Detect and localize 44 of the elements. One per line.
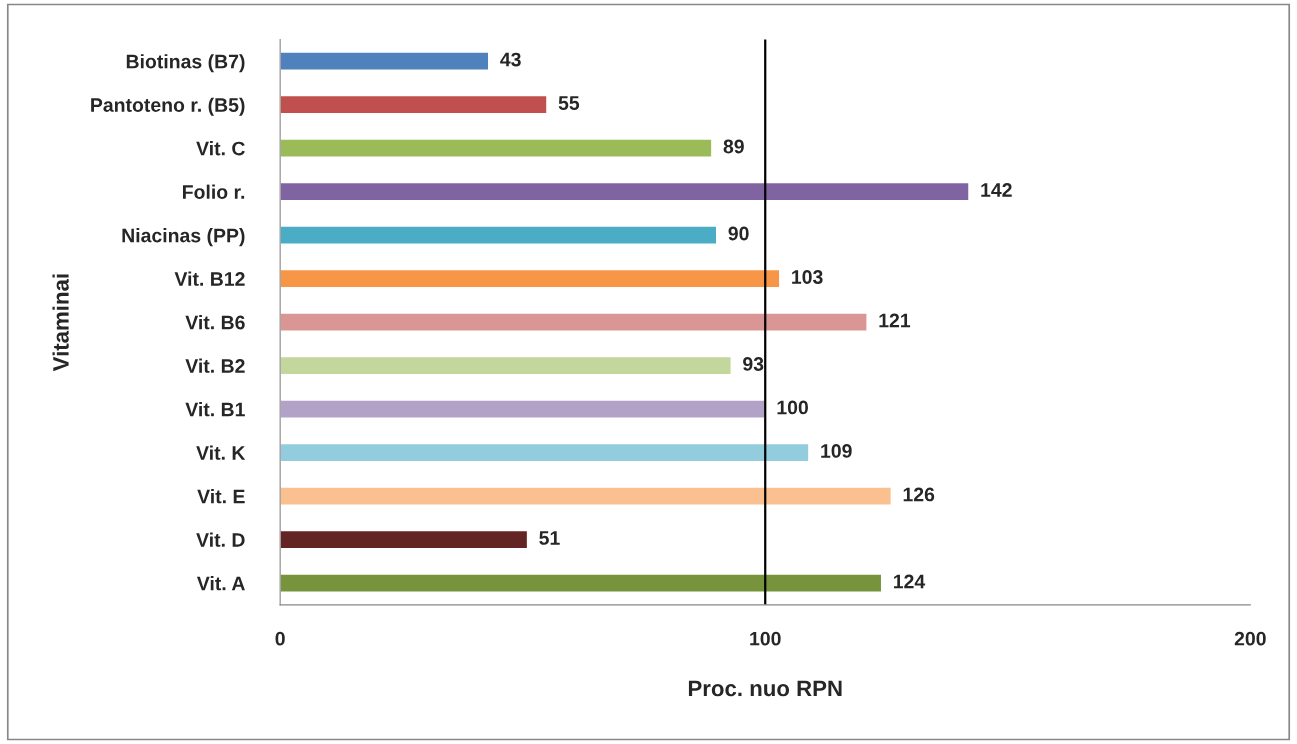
bar (280, 529, 529, 550)
y-tick-label: Vit. B12 (174, 271, 245, 286)
bar (280, 51, 490, 72)
bar (280, 399, 766, 419)
y-tick-label: Folio r. (182, 184, 245, 199)
data-label: 109 (821, 444, 852, 458)
data-label: 51 (539, 531, 560, 545)
bar (280, 225, 718, 245)
x-tick-label: 100 (750, 631, 781, 646)
bar (280, 573, 883, 593)
y-tick-label: Vit. C (196, 141, 245, 156)
data-label: 124 (893, 574, 926, 589)
bar (280, 268, 781, 289)
data-label: 55 (558, 96, 580, 110)
y-tick-label: Vit. B2 (185, 358, 245, 373)
data-label: 142 (981, 183, 1012, 197)
data-label: 126 (903, 487, 935, 502)
data-label: 103 (792, 270, 823, 284)
bar (280, 486, 893, 506)
y-tick-label: Vit. A (196, 576, 245, 591)
y-tick-label: Pantoteno r. (B5) (91, 97, 245, 116)
data-label: 100 (777, 400, 808, 415)
x-axis-title: Proc. nuo RPN (688, 680, 842, 697)
y-axis-title: Vitaminai (52, 274, 69, 372)
data-label: 43 (500, 52, 521, 67)
bar (280, 312, 868, 332)
data-label: 89 (723, 139, 744, 154)
y-tick-label: Biotinas (B7) (126, 54, 245, 73)
bar (280, 442, 810, 463)
y-tick-label: Niacinas (PP) (122, 228, 245, 247)
data-label: 93 (743, 357, 764, 371)
x-tick-label: 0 (275, 631, 285, 646)
data-label: 90 (728, 226, 749, 241)
data-label: 121 (879, 313, 911, 328)
bar (280, 138, 713, 158)
y-tick-label: Vit. E (197, 489, 245, 504)
bar (280, 94, 548, 115)
y-tick-label: Vit. K (196, 445, 246, 460)
x-tick-label: 200 (1234, 631, 1266, 646)
bar (280, 355, 732, 376)
y-tick-label: Vit. D (196, 532, 245, 547)
y-tick-label: Vit. B6 (185, 315, 245, 330)
bar (280, 181, 970, 202)
y-tick-label: Vit. B1 (185, 402, 245, 417)
